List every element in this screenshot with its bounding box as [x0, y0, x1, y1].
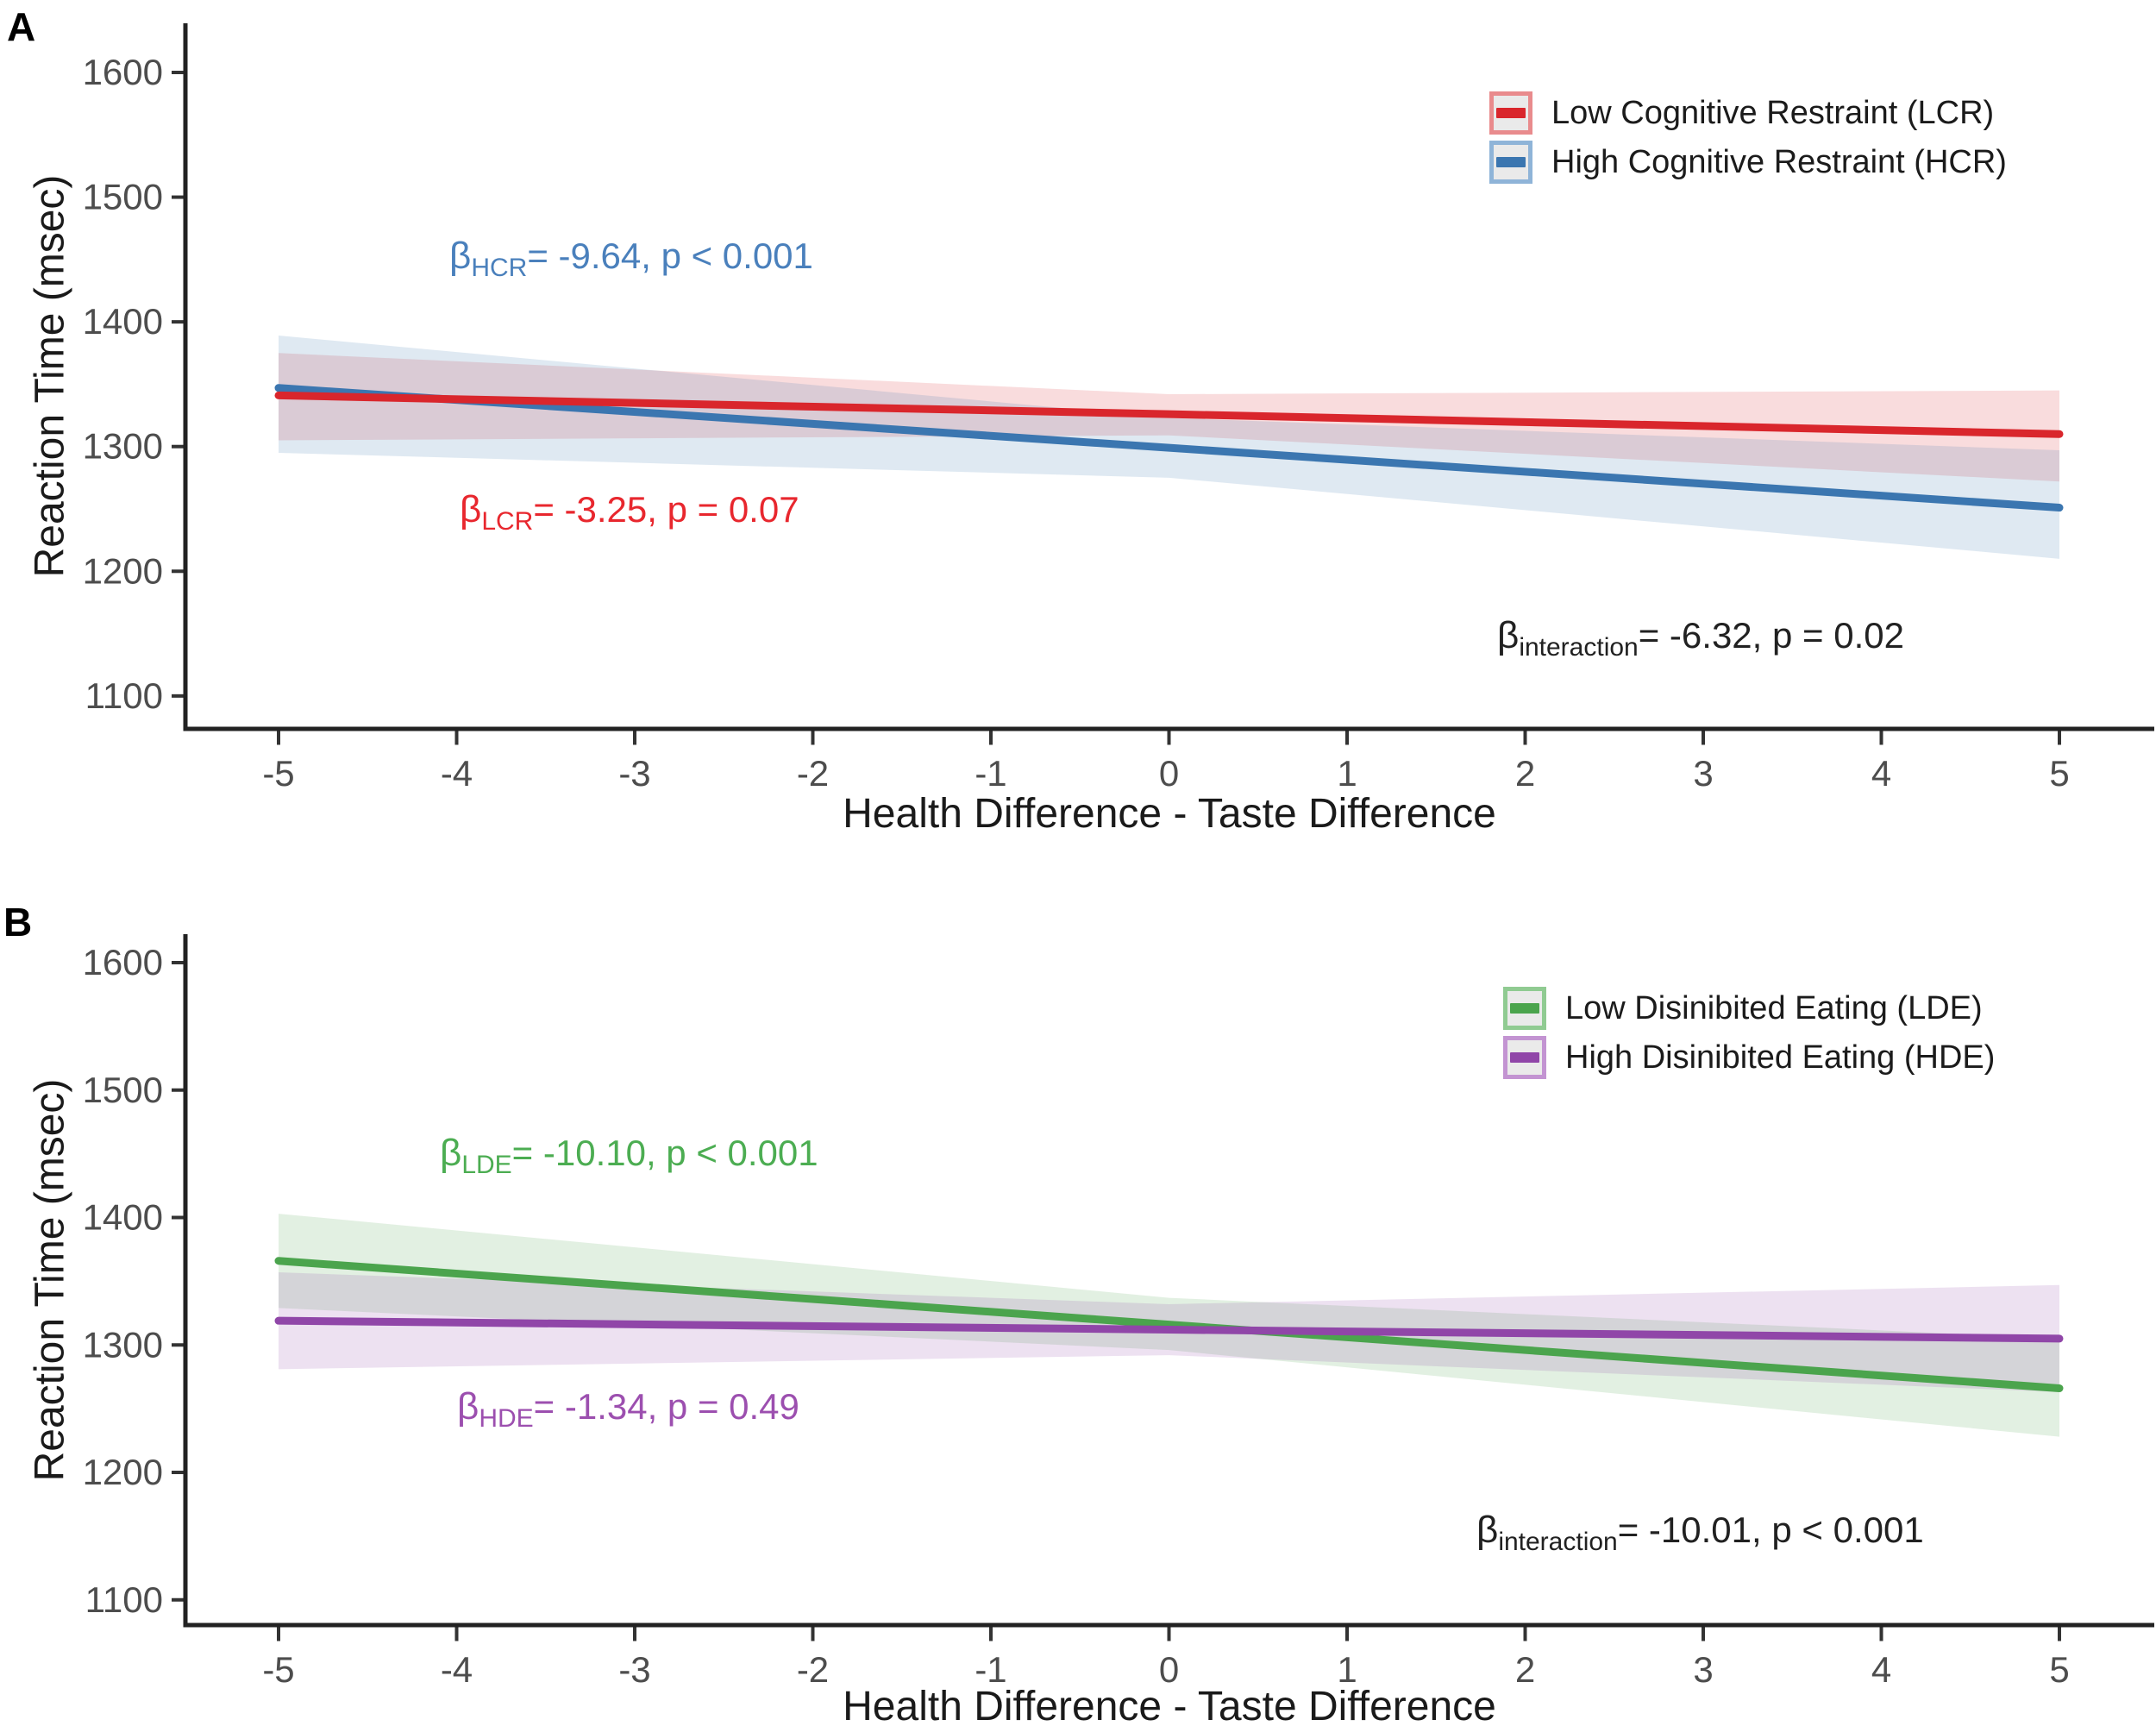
regression-line-lde [274, 1257, 2064, 1392]
x-tick-label: -5 [262, 753, 294, 794]
panel-a-legend: Low Cognitive Restraint (LCR) High Cognit… [1489, 91, 2007, 190]
beta-subscript: LDE [461, 1151, 512, 1179]
x-tick-label: -4 [441, 1649, 473, 1690]
y-tick-label: 1200 [83, 550, 163, 591]
beta-subscript: interaction [1498, 1528, 1618, 1556]
y-tick-label: 1100 [85, 675, 163, 716]
y-tick-label: 1500 [83, 177, 163, 217]
legend-key-line [1496, 108, 1526, 118]
legend-item: Low Disinibited Eating (LDE) [1503, 987, 1995, 1030]
y-tick-label: 1600 [83, 942, 163, 982]
x-tick-label: 1 [1337, 1649, 1357, 1690]
x-tick-label: 5 [2049, 1649, 2069, 1690]
beta-subscript: HDE [479, 1404, 534, 1433]
regression-line-lcr [274, 391, 2064, 438]
x-tick-label: 1 [1337, 753, 1357, 794]
x-tick-label: -3 [618, 753, 650, 794]
beta-statistic-text: = -1.34, p = 0.49 [533, 1386, 799, 1427]
y-tick-label: 1600 [83, 52, 163, 92]
x-tick-label: -5 [262, 1649, 294, 1690]
x-tick-label: 3 [1693, 753, 1713, 794]
legend-label: Low Disinibited Eating (LDE) [1565, 989, 1983, 1026]
legend-key-swatch [1503, 987, 1546, 1030]
beta-symbol: β [449, 235, 472, 277]
x-tick-label: 2 [1515, 1649, 1535, 1690]
x-tick-label: 0 [1159, 753, 1179, 794]
beta-annotation-interaction: βinteraction= -6.32, p = 0.02 [1497, 614, 1904, 662]
legend-key-swatch [1489, 91, 1532, 135]
y-tick-label: 1400 [83, 1197, 163, 1238]
beta-symbol: β [460, 488, 482, 530]
panel-a-x-axis-title: Health Difference - Taste Difference [843, 791, 1496, 837]
legend-key-line [1496, 157, 1526, 167]
beta-annotation-hde: βHDE= -1.34, p = 0.49 [457, 1385, 799, 1433]
beta-statistic-text: = -6.32, p = 0.02 [1638, 615, 1904, 656]
beta-symbol: β [1476, 1509, 1499, 1551]
panel-b-graphics: 1100 1200 1300 1400 1500 1600 -5 -4 -3 -2 -1 0 1 2 3 4 5 [83, 934, 2154, 1690]
y-tick-label: 1200 [83, 1452, 163, 1492]
x-tick-label: 0 [1159, 1649, 1179, 1690]
beta-symbol: β [457, 1385, 479, 1428]
beta-statistic-text: = -10.10, p < 0.001 [511, 1133, 818, 1173]
legend-item: Low Cognitive Restraint (LCR) [1489, 91, 2007, 135]
legend-key-swatch [1489, 141, 1532, 184]
y-tick-label: 1100 [85, 1579, 163, 1620]
legend-item: High Cognitive Restraint (HCR) [1489, 141, 2007, 184]
beta-statistic-text: = -3.25, p = 0.07 [533, 489, 799, 530]
x-tick-label: -1 [975, 753, 1006, 794]
panel-b-label: B [3, 900, 33, 945]
beta-subscript: LCR [481, 507, 534, 536]
legend-label: High Cognitive Restraint (HCR) [1551, 143, 2007, 180]
y-tick-label: 1300 [83, 426, 163, 467]
x-tick-label: 4 [1871, 753, 1891, 794]
legend-item: High Disinibited Eating (HDE) [1503, 1036, 1995, 1079]
beta-subscript: HCR [471, 254, 528, 282]
panel-b-y-axis-title: Reaction Time (msec) [27, 1078, 73, 1482]
legend-key-line [1510, 1052, 1539, 1063]
legend-label: Low Cognitive Restraint (LCR) [1551, 94, 1995, 131]
x-tick-label: -3 [618, 1649, 650, 1690]
panel-a-y-axis-title: Reaction Time (msec) [27, 174, 73, 578]
beta-symbol: β [440, 1132, 462, 1174]
x-tick-label: 5 [2049, 753, 2069, 794]
x-tick-label: -2 [797, 1649, 829, 1690]
regression-line-hcr [274, 384, 2064, 512]
y-tick-label: 1400 [83, 301, 163, 342]
y-tick-label: 1500 [83, 1070, 163, 1110]
x-tick-label: 3 [1693, 1649, 1713, 1690]
beta-symbol: β [1497, 614, 1520, 656]
panel-b-legend: Low Disinibited Eating (LDE) High Disinib… [1503, 987, 1995, 1085]
beta-annotation-lcr: βLCR= -3.25, p = 0.07 [460, 488, 799, 536]
beta-statistic-text: = -9.64, p < 0.001 [527, 235, 813, 276]
panel-a-label: A [7, 4, 36, 49]
x-tick-label: 4 [1871, 1649, 1891, 1690]
x-tick-label: -4 [441, 753, 473, 794]
regression-line-hde [274, 1316, 2064, 1343]
beta-annotation-hcr: βHCR= -9.64, p < 0.001 [449, 235, 813, 282]
panel-b-x-axis-title: Health Difference - Taste Difference [843, 1684, 1496, 1726]
legend-key-line [1510, 1003, 1539, 1014]
x-tick-label: 2 [1515, 753, 1535, 794]
panel-a-graphics: 1100 1200 1300 1400 1500 1600 -5 -4 -3 -2 -1 0 1 2 3 4 5 [83, 23, 2154, 794]
y-tick-label: 1300 [83, 1324, 163, 1365]
beta-subscript: interaction [1519, 633, 1639, 662]
x-tick-label: -1 [975, 1649, 1006, 1690]
legend-label: High Disinibited Eating (HDE) [1565, 1039, 1996, 1076]
legend-key-swatch [1503, 1036, 1546, 1079]
beta-annotation-interaction: βinteraction= -10.01, p < 0.001 [1476, 1509, 1924, 1556]
beta-statistic-text: = -10.01, p < 0.001 [1617, 1509, 1924, 1550]
beta-annotation-lde: βLDE= -10.10, p < 0.001 [440, 1132, 818, 1179]
x-tick-label: -2 [797, 753, 829, 794]
